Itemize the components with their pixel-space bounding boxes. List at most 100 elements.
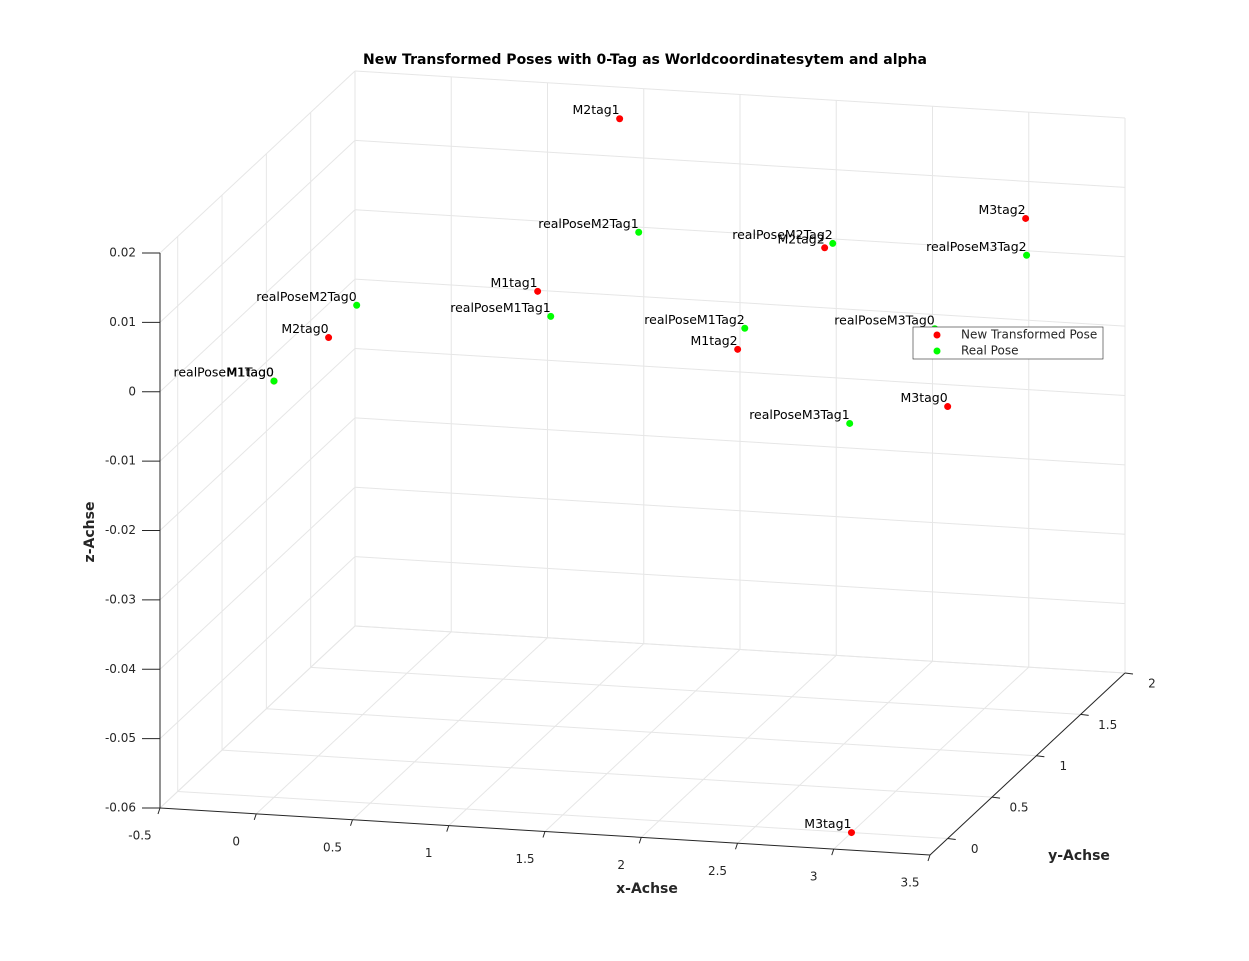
grid-line bbox=[354, 625, 1126, 674]
grid-line bbox=[159, 556, 356, 739]
point bbox=[534, 287, 542, 295]
y-tick bbox=[1080, 713, 1089, 716]
point-label: M2tag0 bbox=[281, 321, 328, 336]
legend-marker bbox=[933, 331, 941, 339]
legend-label: Real Pose bbox=[961, 344, 1018, 358]
z-tick-label: -0.05 bbox=[105, 731, 136, 745]
points: M1tag0 M1tag1 M1tag2 M2tag0 M2tag1 M2tag2 M3ta… bbox=[173, 102, 1031, 837]
y-tick bbox=[1036, 755, 1045, 758]
grid-line bbox=[354, 209, 1126, 258]
axes: -0.5 0 0.5 1 1.5 2 2.5 3 3.5 0 0.5 1 1.5 2 -0.06 -0.05 -… bbox=[105, 246, 1156, 890]
x-tick bbox=[831, 848, 835, 856]
point-label: realPoseM1Tag2 bbox=[644, 312, 744, 327]
point-label: M1tag1 bbox=[490, 275, 537, 290]
x-tick-label: 1 bbox=[425, 846, 433, 860]
z-tick-label: 0.02 bbox=[109, 246, 136, 260]
x-tick bbox=[350, 819, 353, 826]
x-tick-label: 2 bbox=[617, 858, 625, 872]
grid-line bbox=[159, 140, 356, 323]
grid-line bbox=[354, 486, 1126, 535]
point-label: realPoseM2Tag2 bbox=[732, 227, 832, 242]
z-tick-label: -0.04 bbox=[105, 662, 136, 676]
x-tick bbox=[927, 854, 931, 862]
point bbox=[847, 829, 855, 837]
grid-line bbox=[833, 666, 1030, 850]
point bbox=[829, 239, 837, 247]
point-label: M1tag2 bbox=[690, 333, 737, 348]
point-label: realPoseM1Tag1 bbox=[450, 300, 550, 315]
x-tick bbox=[735, 843, 738, 850]
x-tick-label: -0.5 bbox=[128, 829, 151, 843]
point bbox=[821, 244, 829, 252]
point bbox=[616, 115, 624, 123]
grid-line bbox=[354, 278, 1126, 327]
x-tick-label: 3.5 bbox=[900, 876, 919, 890]
y-tick-label: 0.5 bbox=[1009, 801, 1028, 815]
x-axis-line bbox=[159, 807, 931, 856]
grid-line bbox=[352, 637, 548, 821]
point-label: realPoseM1Tag0 bbox=[173, 365, 274, 380]
point bbox=[846, 419, 854, 427]
x-tick bbox=[446, 825, 450, 832]
point bbox=[547, 312, 555, 320]
point bbox=[741, 324, 749, 332]
x-tick-label: 3 bbox=[810, 870, 818, 884]
grid-line bbox=[354, 348, 1126, 396]
legend-marker bbox=[933, 347, 941, 355]
x-tick-label: 0.5 bbox=[323, 840, 342, 854]
point bbox=[1022, 214, 1030, 222]
point bbox=[270, 377, 278, 385]
legend: New Transformed Pose Real Pose bbox=[912, 326, 1104, 360]
z-tick-label: -0.03 bbox=[105, 592, 136, 606]
y-tick-label: 2 bbox=[1148, 677, 1156, 691]
point bbox=[635, 228, 643, 236]
point-label: realPoseM2Tag1 bbox=[538, 216, 638, 231]
point-label: M2tag1 bbox=[572, 102, 619, 117]
point-label: M3tag0 bbox=[900, 390, 947, 405]
chart-title: New Transformed Poses with 0-Tag as Worl… bbox=[363, 52, 927, 68]
x-tick-label: 1.5 bbox=[515, 852, 534, 866]
z-tick-label: 0.01 bbox=[109, 315, 136, 329]
grid-line bbox=[159, 417, 356, 601]
point-label: realPoseM3Tag2 bbox=[926, 239, 1026, 254]
grid-line bbox=[354, 556, 1126, 605]
grid-line bbox=[354, 70, 1126, 119]
x-axis-label: x-Achse bbox=[616, 881, 678, 897]
z-tick-label: 0 bbox=[128, 384, 136, 398]
x-tick bbox=[542, 831, 546, 838]
grid bbox=[159, 70, 1126, 856]
x-tick bbox=[157, 807, 161, 815]
y-tick bbox=[991, 796, 1001, 799]
point bbox=[944, 403, 952, 411]
y-tick bbox=[1124, 672, 1134, 675]
x-tick-label: 0 bbox=[232, 834, 240, 848]
point-label: M1tag0 bbox=[227, 365, 274, 380]
grid-line bbox=[222, 749, 993, 798]
y-tick bbox=[947, 837, 956, 840]
y-tick-label: 0 bbox=[971, 842, 979, 856]
grid-line bbox=[737, 660, 933, 844]
grid-line bbox=[544, 649, 741, 832]
grid-line bbox=[159, 209, 356, 393]
grid-line bbox=[640, 655, 837, 838]
point bbox=[734, 345, 742, 353]
point bbox=[353, 301, 361, 309]
y-tick-label: 1 bbox=[1060, 759, 1068, 773]
grid-line bbox=[159, 486, 356, 670]
point-label: realPoseM3Tag1 bbox=[749, 407, 849, 422]
y-axis-label: y-Achse bbox=[1048, 848, 1110, 864]
grid-line bbox=[255, 631, 452, 815]
point-label: realPoseM2Tag0 bbox=[256, 289, 357, 304]
x-tick-label: 2.5 bbox=[708, 864, 727, 878]
grid-line bbox=[177, 790, 948, 839]
legend-label: New Transformed Pose bbox=[961, 328, 1097, 342]
grid-line bbox=[159, 625, 356, 809]
z-tick-label: -0.06 bbox=[105, 801, 136, 815]
point bbox=[325, 334, 333, 342]
x-tick bbox=[638, 837, 642, 844]
point-label: M3tag2 bbox=[978, 202, 1025, 217]
grid-line bbox=[354, 139, 1126, 188]
point bbox=[1023, 251, 1031, 259]
